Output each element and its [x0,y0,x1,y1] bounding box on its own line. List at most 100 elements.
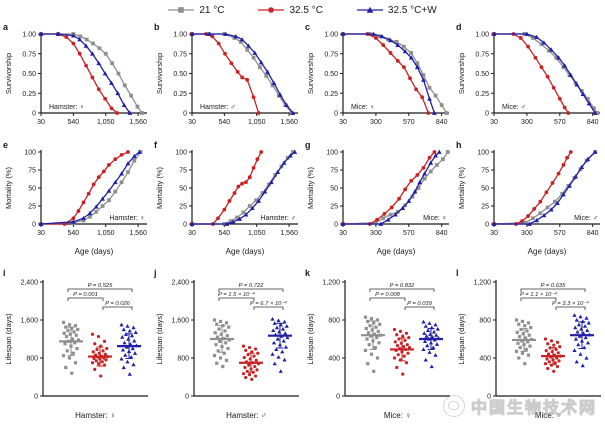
svg-text:P = 3.3 × 10⁻⁴: P = 3.3 × 10⁻⁴ [552,300,589,307]
svg-text:Mice: ♀: Mice: ♀ [423,215,447,222]
svg-text:540: 540 [68,119,80,126]
svg-text:540: 540 [219,119,231,126]
svg-text:25: 25 [481,204,489,211]
svg-text:Mice: ♀: Mice: ♀ [384,411,411,420]
svg-text:30: 30 [339,119,347,126]
svg-text:Hamster: ♀: Hamster: ♀ [49,104,85,111]
svg-text:1,200: 1,200 [322,280,340,287]
svg-text:30: 30 [188,230,196,237]
svg-text:Age (days): Age (days) [75,247,114,256]
svg-text:50: 50 [28,186,36,193]
svg-text:300: 300 [521,230,533,237]
svg-text:25: 25 [28,204,36,211]
svg-text:1,600: 1,600 [171,318,189,325]
legend-triangle-marker-icon [356,6,383,13]
svg-text:840: 840 [436,230,448,237]
svg-text:1,560: 1,560 [280,119,298,126]
svg-text:30: 30 [37,119,45,126]
svg-text:1,600: 1,600 [20,318,38,325]
legend-item-32c: 32.5 °C [258,4,323,16]
svg-text:Survivorship: Survivorship [155,53,164,94]
svg-text:0.75: 0.75 [324,51,338,58]
svg-text:Mortality (%): Mortality (%) [306,166,315,209]
svg-text:0.25: 0.25 [475,91,489,98]
svg-text:1,560: 1,560 [129,230,147,237]
svg-text:30: 30 [490,119,498,126]
svg-text:50: 50 [481,186,489,193]
svg-text:0: 0 [183,111,187,118]
svg-text:Mice: ♂: Mice: ♂ [535,411,562,420]
svg-text:Mice: ♂: Mice: ♂ [574,215,598,222]
svg-text:0: 0 [183,222,187,229]
panel-i-lifespan-chart: 0 800 1,600 2,400 i Lifespan (days) Hamster: ♀… [3,268,148,420]
svg-text:0.50: 0.50 [173,71,187,78]
svg-text:25: 25 [330,204,338,211]
svg-text:100: 100 [175,150,187,157]
svg-text:Lifespan (days): Lifespan (days) [306,313,315,365]
svg-text:P = 0.525: P = 0.525 [88,283,114,289]
svg-text:1.00: 1.00 [173,32,187,39]
svg-text:Survivorship: Survivorship [306,53,315,94]
svg-text:h: h [456,140,462,150]
svg-text:570: 570 [403,119,415,126]
svg-text:50: 50 [179,186,187,193]
svg-text:0.75: 0.75 [475,51,489,58]
panel-h-mortality-chart: 0 25 50 75 100 h Mortality (%) 30 300 570 840 Age (… [456,140,600,256]
svg-text:540: 540 [219,230,231,237]
svg-text:1,050: 1,050 [97,119,115,126]
legend-square-marker-icon [168,7,195,13]
svg-text:Hamster: ♂: Hamster: ♂ [260,215,296,222]
svg-text:Hamster: ♀: Hamster: ♀ [75,411,116,420]
panel-a-survivorship-chart: 0 0.25 0.50 0.75 1.00 a Survivorship 30 540 1,050… [3,22,147,126]
panel-c-survivorship-chart: 0 0.25 0.50 0.75 1.00 c Survivorship 30 300 570 84… [305,22,449,126]
svg-text:P = 0.026: P = 0.026 [105,301,131,307]
panel-f-mortality-chart: 0 25 50 75 100 f Mortality (%) 30 540 1,050 1,560 A… [154,140,298,256]
svg-text:400: 400 [328,356,340,363]
svg-text:P = 0.722: P = 0.722 [239,283,265,289]
svg-text:P = 0.001: P = 0.001 [73,292,98,298]
svg-text:l: l [456,268,459,278]
svg-text:25: 25 [179,204,187,211]
svg-text:1,050: 1,050 [248,119,266,126]
svg-text:0: 0 [485,111,489,118]
svg-text:i: i [3,268,6,278]
svg-text:d: d [456,22,462,32]
svg-text:P = 0.008: P = 0.008 [375,292,401,298]
svg-text:a: a [3,22,9,32]
svg-text:Lifespan (days): Lifespan (days) [4,313,13,365]
svg-text:e: e [3,140,8,150]
svg-text:1.00: 1.00 [22,32,36,39]
legend: 21 °C 32.5 °C 32.5 °C+W [0,2,605,18]
panel-g-mortality-chart: 0 25 50 75 100 g Mortality (%) 30 300 570 840 Age (… [305,140,450,256]
svg-text:1,050: 1,050 [248,230,266,237]
svg-text:840: 840 [587,119,599,126]
svg-text:800: 800 [479,318,491,325]
svg-text:f: f [154,140,158,150]
svg-text:800: 800 [26,356,38,363]
svg-text:570: 570 [554,119,566,126]
svg-text:P = 0.039: P = 0.039 [407,301,433,307]
svg-text:0.75: 0.75 [173,51,187,58]
svg-text:30: 30 [339,230,347,237]
svg-text:0.50: 0.50 [324,71,338,78]
svg-text:1.00: 1.00 [475,32,489,39]
svg-text:Mortality (%): Mortality (%) [155,166,164,209]
legend-item-32cw: 32.5 °C+W [356,5,437,16]
svg-text:k: k [305,268,311,278]
svg-text:1,560: 1,560 [129,119,147,126]
svg-text:540: 540 [68,230,80,237]
legend-item-21c: 21 °C [168,5,224,16]
svg-text:Mice: ♂: Mice: ♂ [502,104,526,111]
svg-text:840: 840 [436,119,448,126]
svg-text:50: 50 [330,186,338,193]
svg-text:Age (days): Age (days) [528,247,567,256]
svg-text:0.25: 0.25 [173,91,187,98]
svg-text:Hamster: ♀: Hamster: ♀ [109,215,145,222]
legend-label: 32.5 °C [289,4,323,16]
svg-text:P = 6.7 × 10⁻⁴: P = 6.7 × 10⁻⁴ [250,300,287,307]
svg-text:75: 75 [481,168,489,175]
svg-text:P = 0.832: P = 0.832 [390,283,416,289]
svg-text:P = 1.1 × 10⁻⁴: P = 1.1 × 10⁻⁴ [520,291,557,298]
svg-text:P = 1.5 × 10⁻⁴: P = 1.5 × 10⁻⁴ [218,291,255,298]
